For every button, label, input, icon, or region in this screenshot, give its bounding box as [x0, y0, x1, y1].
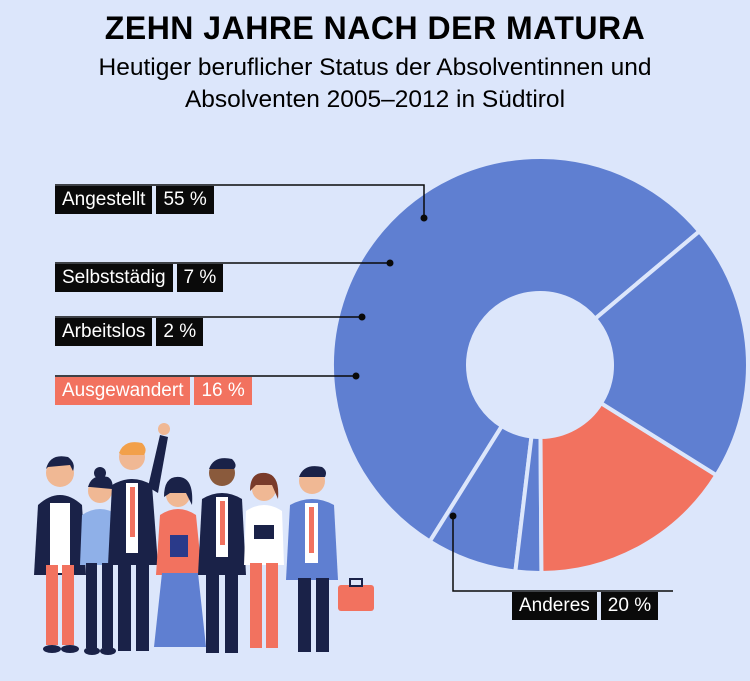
leader-dot-anderes [449, 512, 457, 520]
label-ausgewandert: Ausgewandert 16 % [55, 377, 252, 405]
label-name: Selbststädig [55, 264, 173, 292]
label-selbststaendig: Selbststädig 7 % [55, 264, 224, 292]
label-value: 2 % [156, 318, 204, 346]
graduates-illustration [34, 423, 374, 655]
person-figure [198, 458, 246, 653]
person-figure [34, 456, 86, 653]
chart-subtitle: Heutiger beruflicher Status der Absolven… [98, 54, 652, 113]
leader-dot-ausgewandert [352, 372, 360, 380]
leader-dot-angestellt [420, 214, 428, 222]
leader-dot-selbstständig [386, 259, 394, 267]
label-name: Angestellt [55, 186, 153, 214]
label-value: 7 % [176, 264, 224, 292]
label-name: Arbeitslos [55, 318, 153, 346]
label-name: Anderes [512, 592, 597, 620]
person-figure [154, 476, 206, 647]
label-anderes: Anderes 20 % [512, 592, 659, 620]
label-value: 55 % [156, 186, 214, 214]
leader-line-angestellt [55, 184, 425, 218]
slice-ausgewandert [538, 400, 720, 576]
label-value: 16 % [194, 377, 252, 405]
leader-line-anderes [452, 516, 673, 592]
person-figure [108, 423, 170, 651]
slice-angestellt [330, 155, 703, 545]
person-figure [244, 472, 284, 648]
label-value: 20 % [600, 592, 659, 620]
chart-title: ZEHN JAHRE NACH DER MATURA [104, 10, 646, 46]
label-angestellt: Angestellt 55 % [55, 186, 214, 214]
leader-dot-arbeitslos [358, 313, 366, 321]
label-arbeitslos: Arbeitslos 2 % [55, 318, 204, 346]
slice-anderes [592, 228, 750, 478]
label-name: Ausgewandert [55, 377, 191, 405]
person-figure [286, 466, 374, 652]
